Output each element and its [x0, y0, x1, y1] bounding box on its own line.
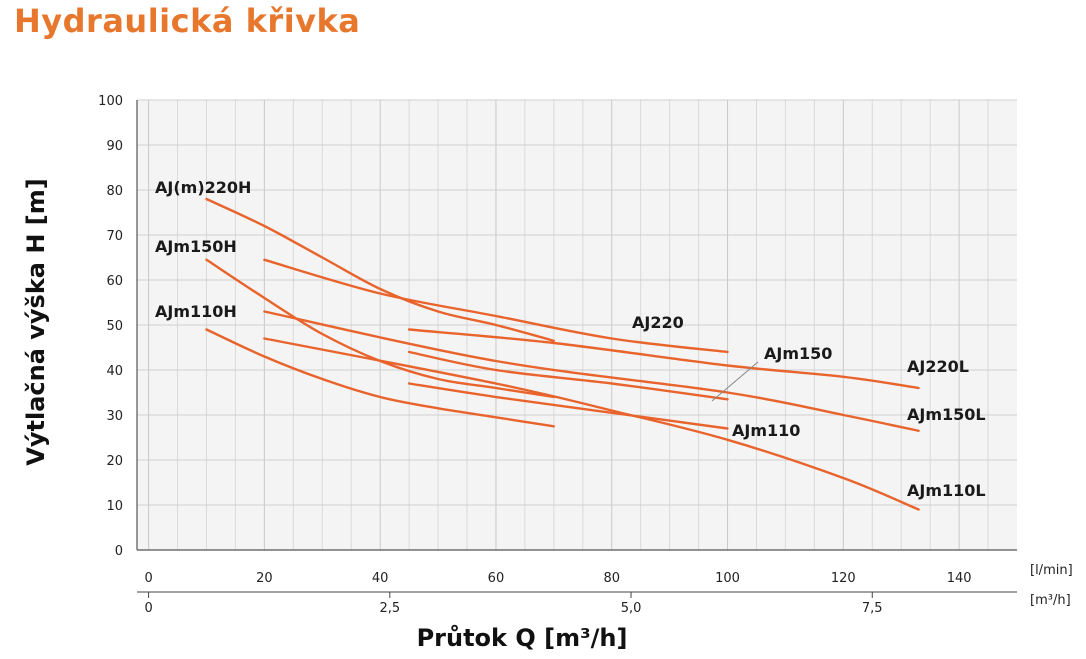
x-tick-label-lmin: 0 [144, 571, 152, 586]
series-line-ajm150l [263, 310, 920, 432]
x-tick-label-m3h: 5,0 [621, 601, 642, 616]
x-tick-label-lmin: 140 [947, 571, 972, 586]
y-tick-label: 0 [115, 544, 123, 559]
y-tick-label: 40 [106, 364, 123, 379]
x-tick-label-lmin: 20 [256, 571, 273, 586]
x-tick-label-lmin: 40 [372, 571, 389, 586]
series-line-aj-m-220h [205, 197, 555, 342]
y-tick-label: 20 [106, 454, 123, 469]
y-tick-label: 90 [106, 139, 123, 154]
series-label-ajm150h: AJm150H [155, 237, 237, 256]
series-label-ajm110: AJm110 [732, 421, 800, 440]
series-label-ajm110h: AJm110H [155, 302, 237, 321]
x-tick-label-lmin: 60 [488, 571, 505, 586]
x-axis-ticks: 0 20 40 60 80 100 120 140 0 2,5 5,0 7,5 [137, 571, 1017, 616]
series-lines [205, 197, 920, 511]
x-axis-title: Průtok Q [m³/h] [417, 624, 628, 652]
leader-line-ajm150 [711, 361, 759, 402]
y-axis-ticks: 0 10 20 30 40 50 60 70 80 90 100 [98, 94, 123, 559]
x-tick-label-lmin: 120 [831, 571, 856, 586]
series-labels: AJ(m)220H AJm150H AJm110H AJ220 AJm150 AJm110… [155, 178, 986, 500]
series-line-aj220l [407, 328, 920, 390]
x-tick-label-lmin: 80 [603, 571, 620, 586]
x-axis-unit-lmin: [l/min] [1030, 563, 1073, 578]
x-tick-label-lmin: 100 [715, 571, 740, 586]
y-tick-label: 50 [106, 319, 123, 334]
x-tick-label-m3h: 0 [144, 601, 152, 616]
series-label-ajm110l: AJm110L [907, 481, 986, 500]
series-line-aj220 [263, 258, 729, 354]
series-line-ajm110 [407, 382, 729, 430]
series-line-ajm150 [407, 350, 729, 401]
y-tick-label: 60 [106, 274, 123, 289]
y-tick-label: 10 [106, 499, 123, 514]
x-tick-label-m3h: 2,5 [379, 601, 400, 616]
series-label-ajm150: AJm150 [764, 344, 832, 363]
series-label-aj220l: AJ220L [907, 357, 969, 376]
y-tick-label: 70 [106, 229, 123, 244]
y-axis-title: Výtlačná výška H [m] [22, 178, 50, 465]
series-line-ajm110l [263, 337, 920, 511]
page-title: Hydraulická křivka [14, 2, 361, 40]
y-tick-label: 80 [106, 184, 123, 199]
series-label-aj-m-220h: AJ(m)220H [155, 178, 251, 197]
y-tick-label: 30 [106, 409, 123, 424]
series-line-ajm110h [205, 328, 555, 428]
x-tick-label-m3h: 7,5 [862, 601, 883, 616]
series-label-ajm150l: AJm150L [907, 405, 986, 424]
series-label-aj220: AJ220 [632, 313, 684, 332]
y-tick-label: 100 [98, 94, 123, 109]
x-axis-unit-m3h: [m³/h] [1030, 593, 1071, 608]
